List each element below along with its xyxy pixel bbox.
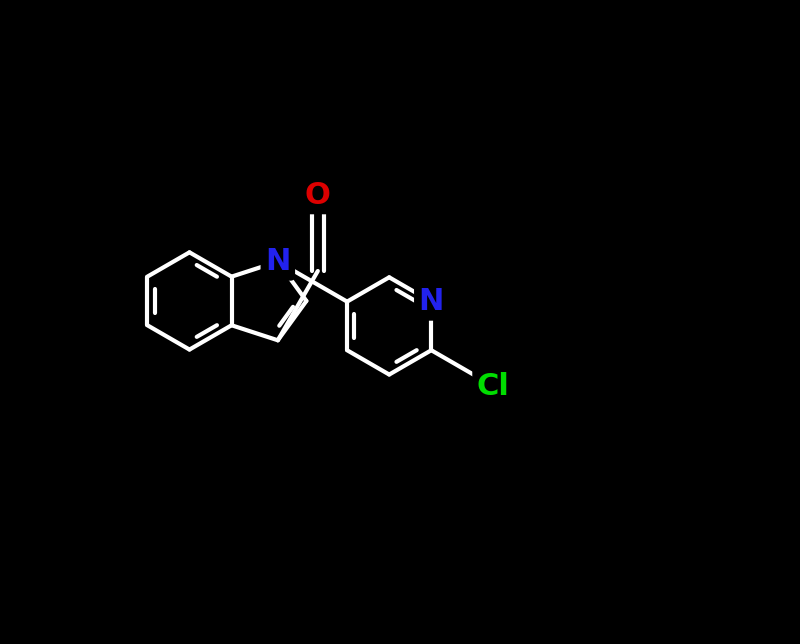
Text: O: O: [305, 181, 330, 210]
Text: N: N: [265, 247, 290, 276]
Text: Cl: Cl: [477, 372, 510, 401]
Text: N: N: [418, 287, 444, 316]
